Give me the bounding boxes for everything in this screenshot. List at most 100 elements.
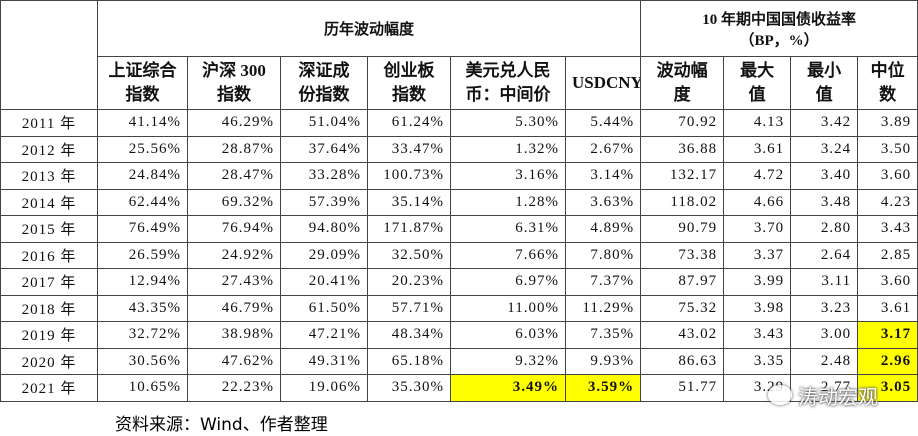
data-cell: 3.50 (857, 135, 918, 163)
data-cell: 12.94% (97, 268, 188, 296)
data-cell: 4.66 (723, 188, 792, 216)
data-cell: 24.84% (97, 162, 188, 190)
data-cell: 90.79 (640, 215, 725, 243)
data-row: 2015 年 76.49% 76.94% 94.80% 171.87% 6.31% 4.89… (0, 215, 918, 243)
header-line: 币：中间价 (465, 85, 551, 104)
header-line: 值 (748, 85, 766, 104)
column-header: 深证成 份指数 (280, 56, 368, 110)
column-header: 创业板 指数 (367, 56, 451, 110)
data-cell: 3.05 (857, 374, 918, 402)
year-cell: 2020 年 (0, 347, 98, 375)
data-cell: 9.32% (450, 347, 566, 375)
data-cell: 4.13 (723, 109, 792, 137)
data-cell: 27.43% (187, 268, 281, 296)
year-cell: 2011 年 (0, 109, 98, 137)
data-cell: 35.14% (367, 188, 451, 216)
data-cell: 118.02 (640, 188, 725, 216)
year-cell: 2021 年 (0, 374, 98, 402)
data-cell: 24.92% (187, 241, 281, 269)
data-cell: 94.80% (280, 215, 368, 243)
header-line: （BP，%） (739, 32, 819, 49)
data-cell: 25.56% (97, 135, 188, 163)
data-cell: 7.35% (564, 321, 642, 349)
data-cell: 41.14% (97, 109, 188, 137)
data-row: 2021 年 10.65% 22.23% 19.06% 35.30% 3.49% 3.59%… (0, 374, 918, 402)
data-cell: 76.94% (187, 215, 281, 243)
data-cell: 75.32 (640, 294, 725, 322)
data-cell: 3.49% (450, 374, 566, 402)
data-row: 2016 年 26.59% 24.92% 29.09% 32.50% 7.66% 7.80%… (0, 241, 918, 269)
data-cell: 65.18% (367, 347, 451, 375)
data-cell: 171.87% (367, 215, 451, 243)
data-cell: 3.16% (450, 162, 566, 190)
data-cell: 3.17 (857, 321, 918, 349)
header-line: 创业板 (383, 61, 435, 80)
data-cell: 3.59% (564, 374, 642, 402)
data-cell: 3.35 (723, 347, 792, 375)
data-cell: 70.92 (640, 109, 725, 137)
data-row: 2019 年 32.72% 38.98% 47.21% 48.34% 6.03% 7.35%… (0, 321, 918, 349)
data-cell: 3.61 (723, 135, 792, 163)
data-cell: 2.80 (790, 215, 859, 243)
data-cell: 4.23 (857, 188, 918, 216)
year-cell: 2014 年 (0, 188, 98, 216)
source-note: 资料来源：Wind、作者整理 (115, 415, 328, 435)
watermark: 涛动宏观 (768, 380, 908, 410)
data-cell: 29.09% (280, 241, 368, 269)
header-row: 历年波动幅度 10 年期中国国债收益率 （BP，%） (0, 0, 918, 110)
column-header: 波动幅度 (640, 56, 725, 110)
data-cell: 46.79% (187, 294, 281, 322)
data-cell: 3.23 (790, 294, 859, 322)
data-cell: 3.63% (564, 188, 642, 216)
data-cell: 26.59% (97, 241, 188, 269)
data-cell: 2.77 (790, 374, 859, 402)
column-header: 上证综合 指数 (97, 56, 188, 110)
data-cell: 9.93% (564, 347, 642, 375)
data-cell: 3.89 (857, 109, 918, 137)
data-cell: 4.72 (723, 162, 792, 190)
data-cell: 73.38 (640, 241, 725, 269)
data-cell: 6.03% (450, 321, 566, 349)
data-cell: 11.00% (450, 294, 566, 322)
data-cell: 5.30% (450, 109, 566, 137)
header-line: 上证综合 (108, 61, 177, 80)
data-cell: 3.11 (790, 268, 859, 296)
data-cell: 7.80% (564, 241, 642, 269)
data-cell: 6.97% (450, 268, 566, 296)
column-header: 美元兑人民 币：中间价 (450, 56, 566, 110)
data-cell: 4.89% (564, 215, 642, 243)
group-header: 历年波动幅度 (96, 0, 642, 57)
data-cell: 10.65% (97, 374, 188, 402)
header-line: 指数 (217, 85, 251, 104)
data-cell: 48.34% (367, 321, 451, 349)
data-cell: 28.87% (187, 135, 281, 163)
data-cell: 3.99 (723, 268, 792, 296)
header-line: USDCNY (572, 73, 641, 92)
watermark-icon (768, 385, 792, 405)
data-cell: 20.41% (280, 268, 368, 296)
column-header: 最小值 (790, 56, 859, 110)
data-cell: 36.88 (640, 135, 725, 163)
header-row: 上证综合 指数 沪深 300 指数 深证成 份指数 创业板 指数 美元兑人民 币：中间价 USDCN… (1, 56, 918, 110)
data-row: 2013 年 24.84% 28.47% 33.28% 100.73% 3.16% 3.14… (0, 162, 918, 190)
data-cell: 11.29% (564, 294, 642, 322)
data-cell: 3.24 (790, 135, 859, 163)
data-cell: 3.60 (857, 268, 918, 296)
data-cell: 3.61 (857, 294, 918, 322)
header-line: 份指数 (298, 85, 350, 104)
data-cell: 22.23% (187, 374, 281, 402)
year-cell: 2016 年 (0, 241, 98, 269)
data-cell: 87.97 (640, 268, 725, 296)
data-cell: 35.30% (367, 374, 451, 402)
data-cell: 5.44% (564, 109, 642, 137)
data-cell: 100.73% (367, 162, 451, 190)
data-cell: 2.67% (564, 135, 642, 163)
data-cell: 3.43 (723, 321, 792, 349)
data-cell: 132.17 (640, 162, 725, 190)
data-cell: 30.56% (97, 347, 188, 375)
header-line: 指数 (125, 85, 160, 104)
data-cell: 2.64 (790, 241, 859, 269)
data-cell: 3.48 (790, 188, 859, 216)
data-cell: 49.31% (280, 347, 368, 375)
year-cell: 2017 年 (0, 268, 98, 296)
